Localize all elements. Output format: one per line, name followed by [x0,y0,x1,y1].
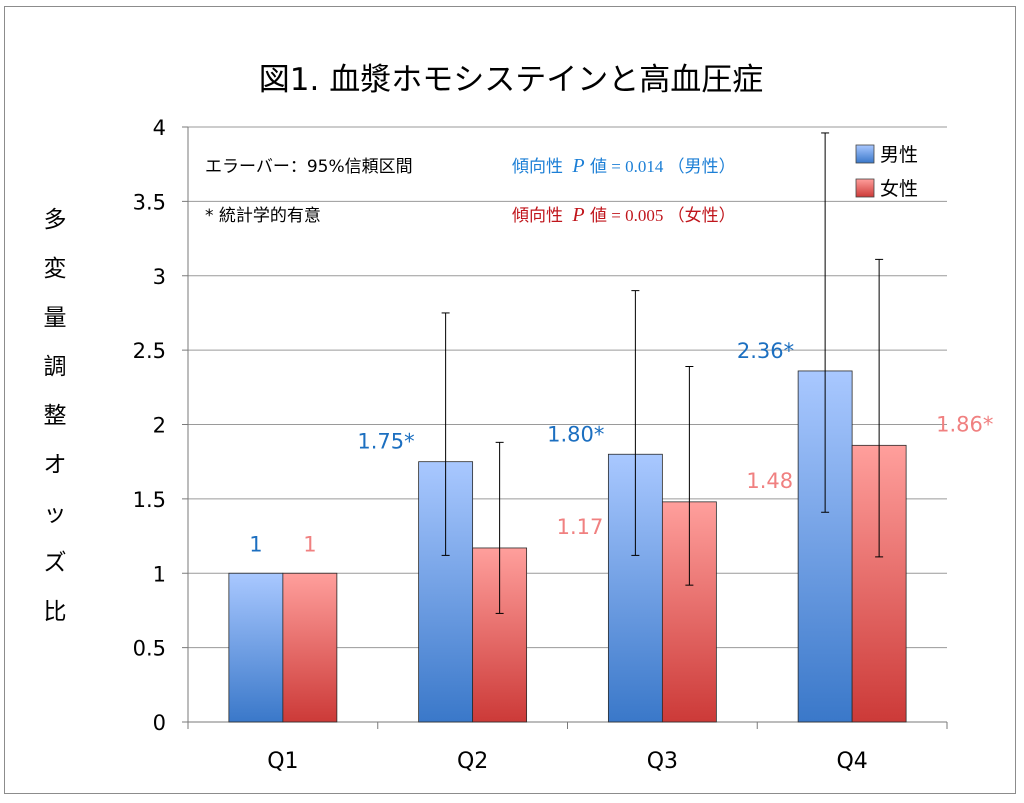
trend-men-p: P [571,155,584,177]
y-axis-label-char: 変 [44,256,67,282]
chart: 図1. 血漿ホモシステインと高血圧症 0 0.5 1 1.5 2 2.5 3 3.5 4 Q1 Q… [44,62,994,774]
data-label: 1.48 [746,469,793,493]
legend: 男性 女性 [855,144,918,200]
y-axis-label-char: 多 [44,207,67,233]
trend-women-prefix: 傾向性 [512,206,563,226]
data-label: 1.86* [936,412,993,436]
y-axis-ticks: 0 0.5 1 1.5 2 2.5 3 3.5 4 [133,116,188,735]
chart-title: 図1. 血漿ホモシステインと高血圧症 [259,62,763,98]
bars [228,370,907,723]
error-bar-note: エラーバー：95%信頼区間 [205,157,413,177]
y-tick-label: 2.5 [133,339,166,363]
y-axis-label-char: ズ [44,550,67,576]
trend-p-men: 傾向性 P 値 = 0.014 （男性） [512,155,736,177]
y-tick-label: 3 [153,265,166,289]
trend-men-suffix: 値 = 0.014 （男性） [590,157,736,176]
y-axis-label-char: 調 [44,354,67,380]
chart-frame: 図1. 血漿ホモシステインと高血圧症 0 0.5 1 1.5 2 2.5 3 3.5 4 Q1 Q… [4,6,1016,794]
significance-note: * 統計学的有意 [205,206,321,226]
y-axis-label-char: ッ [44,501,67,527]
data-labels: 1 1.75* 1.80* 2.36* 1 1.17 1.48 1.86* [249,339,993,556]
y-axis-label-char: オ [44,452,67,478]
y-tick-label: 1.5 [133,488,166,512]
trend-women-p: P [571,204,584,226]
bar [282,572,338,723]
legend-label-men: 男性 [880,144,918,166]
y-tick-label: 4 [153,116,166,140]
y-axis-label-char: 比 [44,599,67,625]
data-label: 1 [249,532,262,556]
data-label: 1 [303,532,316,556]
error-bars [441,132,884,614]
y-axis-label-char: 整 [44,403,67,429]
trend-p-women: 傾向性 P 値 = 0.005 （女性） [512,204,736,226]
y-axis-label-char: 量 [44,305,67,331]
legend-label-women: 女性 [880,178,918,200]
legend-swatch-men [855,144,875,164]
legend-swatch-women [855,178,875,198]
y-tick-label: 1 [153,562,166,586]
y-tick-label: 3.5 [133,190,166,214]
data-label: 2.36* [737,339,794,363]
x-tick-label: Q4 [836,749,867,774]
x-tick-label: Q3 [647,749,678,774]
trend-men-prefix: 傾向性 [512,157,563,177]
data-label: 1.75* [357,430,414,454]
x-tick-label: Q1 [267,749,298,774]
trend-women-suffix: 値 = 0.005 （女性） [590,206,736,225]
data-label: 1.80* [547,422,604,446]
y-tick-label: 0.5 [133,637,166,661]
y-tick-label: 0 [153,711,166,735]
bar [228,572,284,723]
data-label: 1.17 [557,515,604,539]
x-tick-label: Q2 [457,749,488,774]
y-tick-label: 2 [153,414,166,438]
